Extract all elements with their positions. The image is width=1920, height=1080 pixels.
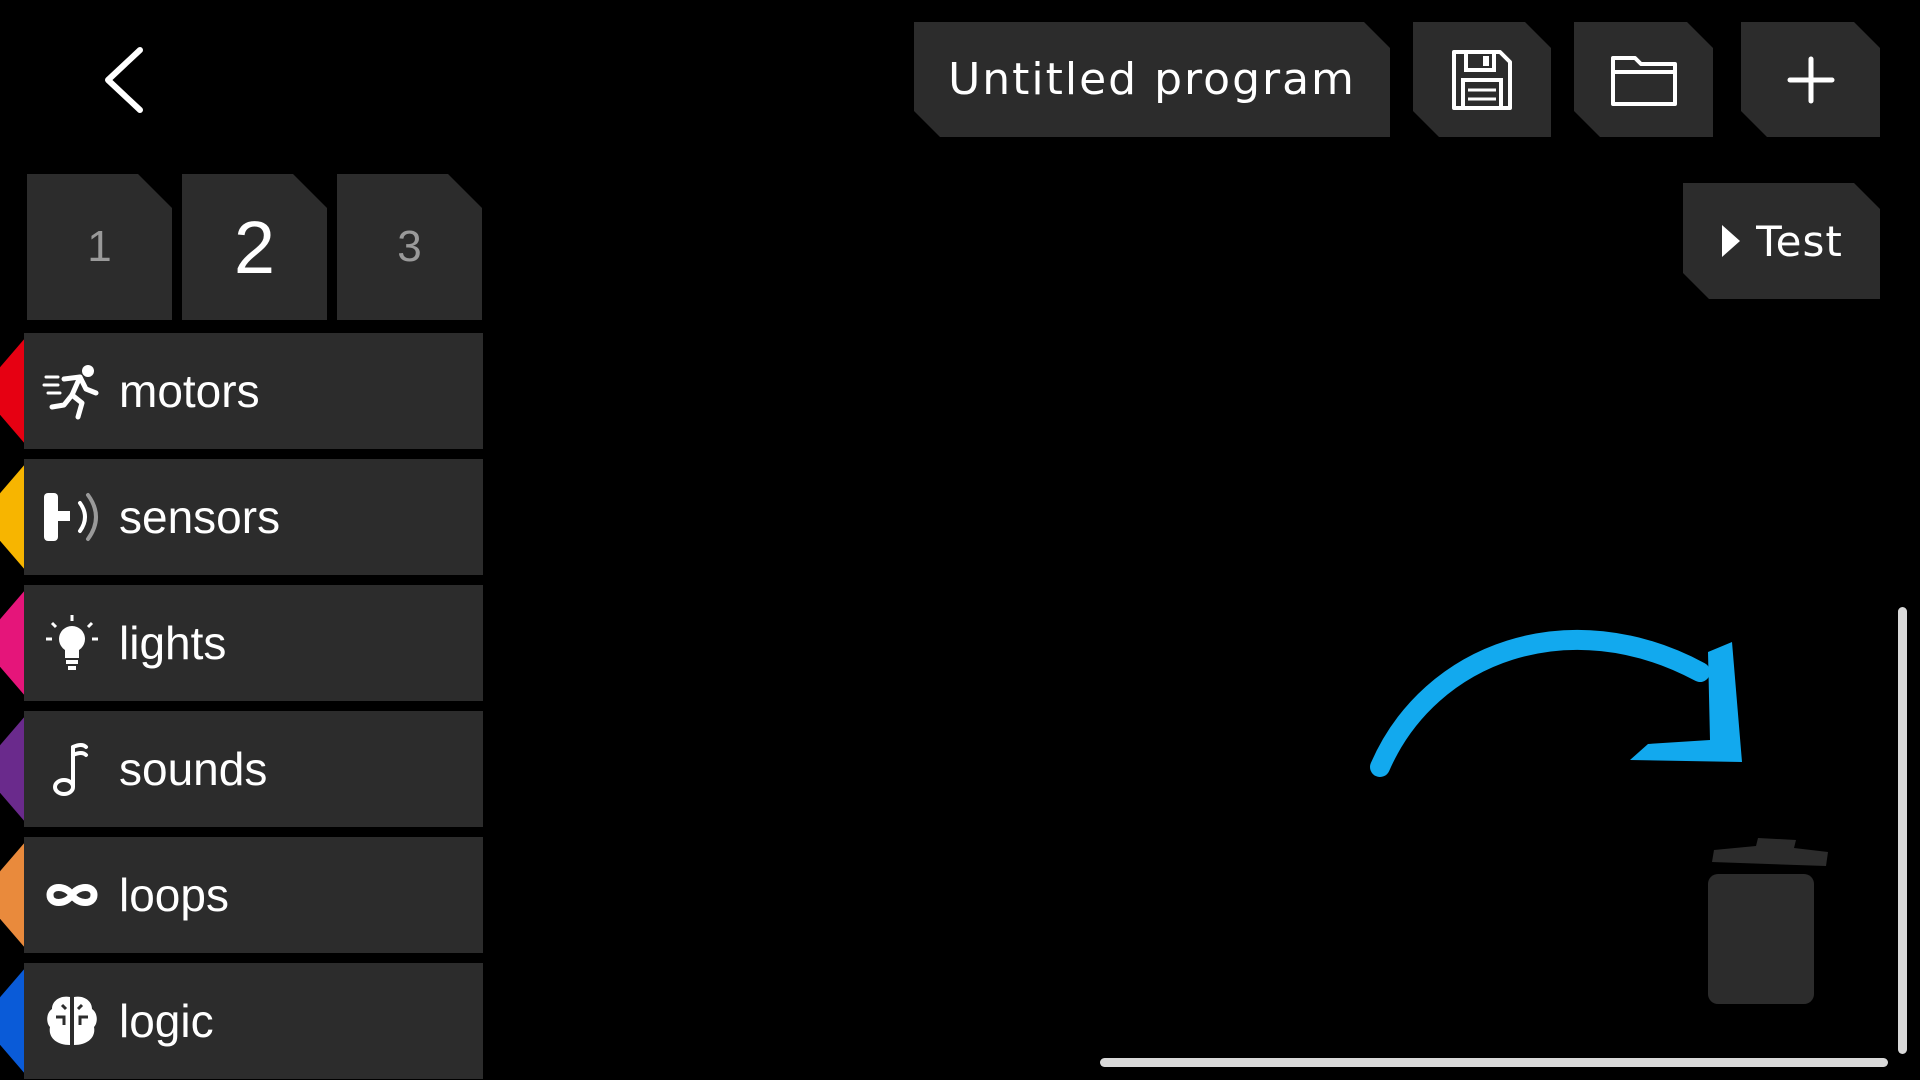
- category-background: [24, 333, 483, 449]
- page-tab-2[interactable]: 2: [182, 174, 327, 320]
- chevron-left-icon: [105, 47, 143, 113]
- new-program-button[interactable]: [1741, 22, 1880, 137]
- category-label: motors: [119, 365, 260, 417]
- save-button[interactable]: [1413, 22, 1551, 137]
- test-button[interactable]: Test: [1683, 183, 1880, 299]
- floppy-disk-icon: [1450, 48, 1514, 112]
- folder-icon: [1609, 52, 1679, 108]
- category-color-tab: [0, 463, 26, 571]
- category-background: [24, 711, 483, 827]
- category-background: [24, 459, 483, 575]
- category-color-tab: [0, 589, 26, 697]
- category-label: logic: [119, 995, 214, 1047]
- page-tab-label: 1: [87, 222, 112, 271]
- program-title-button[interactable]: Untitled program: [914, 22, 1390, 137]
- play-triangle-icon: [1720, 223, 1742, 259]
- program-title: Untitled program: [948, 54, 1356, 105]
- category-logic[interactable]: logic: [0, 963, 483, 1079]
- category-color-tab: [0, 715, 26, 823]
- category-background: [24, 963, 483, 1079]
- running-person-icon: [42, 365, 99, 420]
- category-motors[interactable]: motors: [0, 333, 483, 449]
- page-tab-1[interactable]: 1: [27, 174, 172, 320]
- page-tab-label: 2: [233, 205, 276, 289]
- music-note-icon: [53, 743, 88, 796]
- page-tab-label: 3: [397, 222, 422, 271]
- category-label: sensors: [119, 491, 281, 543]
- open-folder-button[interactable]: [1574, 22, 1713, 137]
- sensor-wave-icon: [44, 493, 98, 541]
- vertical-scrollbar[interactable]: [1898, 607, 1907, 1054]
- category-loops[interactable]: loops: [0, 837, 483, 953]
- category-label: sounds: [119, 743, 268, 795]
- category-label: loops: [119, 869, 229, 921]
- category-color-tab: [0, 841, 26, 949]
- infinity-loop-icon: [46, 884, 98, 906]
- lightbulb-icon: [46, 615, 98, 670]
- category-sounds[interactable]: sounds: [0, 711, 483, 827]
- category-color-tab: [0, 967, 26, 1075]
- plus-icon: [1786, 55, 1836, 105]
- category-lights[interactable]: lights: [0, 585, 483, 701]
- back-button[interactable]: [96, 40, 156, 120]
- category-label: lights: [119, 617, 227, 669]
- test-label: Test: [1756, 216, 1843, 266]
- category-color-tab: [0, 337, 26, 445]
- category-background: [24, 837, 483, 953]
- horizontal-scrollbar[interactable]: [1100, 1058, 1888, 1067]
- page-tab-3[interactable]: 3: [337, 174, 482, 320]
- brain-icon: [47, 996, 97, 1045]
- trash-can-icon[interactable]: [1698, 830, 1833, 1005]
- category-background: [24, 585, 483, 701]
- drag-hint-arrow-icon: [1370, 629, 1742, 777]
- category-sensors[interactable]: sensors: [0, 459, 483, 575]
